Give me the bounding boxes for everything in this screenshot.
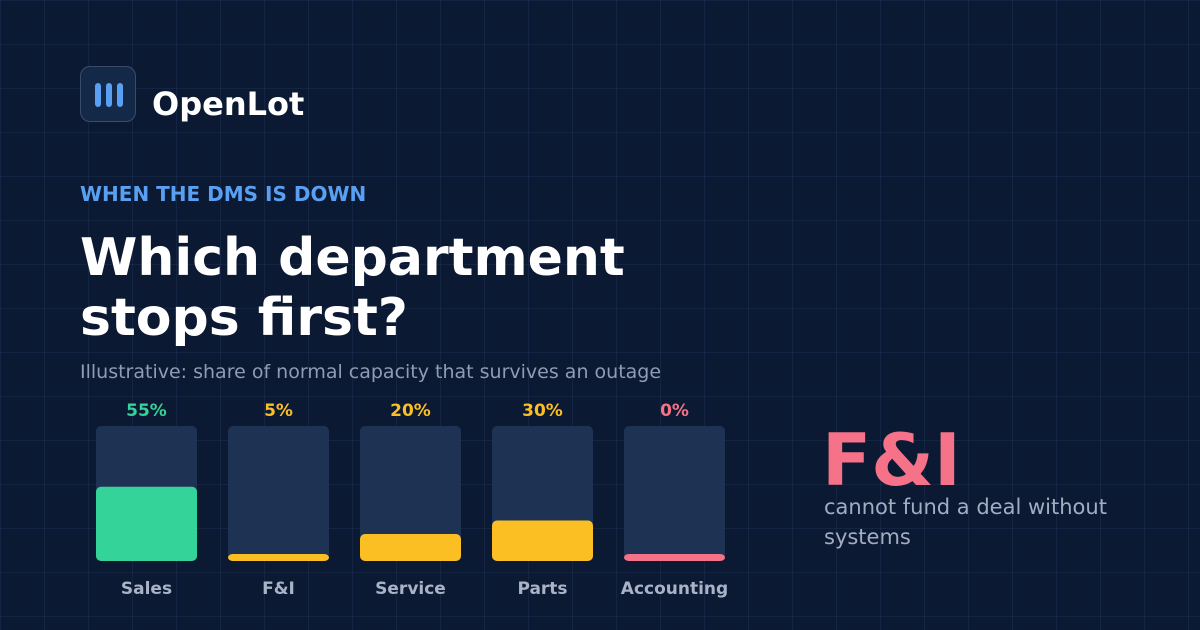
logo-bar bbox=[117, 83, 123, 107]
bar-sales bbox=[96, 486, 197, 561]
logo-icon bbox=[80, 66, 136, 122]
bar-f-i bbox=[228, 554, 329, 561]
logo-bar bbox=[106, 83, 112, 107]
bar-track-accounting bbox=[624, 426, 725, 561]
category-label-parts: Parts bbox=[517, 579, 567, 599]
chart-subtitle: Illustrative: share of normal capacity t… bbox=[80, 361, 662, 383]
value-label-accounting: 0% bbox=[660, 401, 689, 421]
bar-track-f-i bbox=[228, 426, 329, 561]
callout-title: F&I bbox=[822, 418, 961, 502]
bar-accounting bbox=[624, 554, 725, 561]
value-label-sales: 55% bbox=[126, 401, 167, 421]
brand-name: OpenLot bbox=[152, 85, 305, 123]
bar-service bbox=[360, 534, 461, 561]
bar-parts bbox=[492, 520, 593, 561]
logo-bar bbox=[95, 83, 101, 107]
category-label-sales: Sales bbox=[121, 579, 172, 599]
category-label-service: Service bbox=[375, 579, 446, 599]
callout-body: cannot fund a deal without systems bbox=[824, 495, 1107, 549]
eyebrow-text: WHEN THE DMS IS DOWN bbox=[80, 182, 367, 206]
page-title: Which department stops first? bbox=[80, 228, 625, 348]
capacity-bar-chart: 55% Sales 5% F&I 20% Service 30% Parts 0% Account… bbox=[96, 401, 728, 599]
value-label-service: 20% bbox=[390, 401, 431, 421]
value-label-f-i: 5% bbox=[264, 401, 293, 421]
bar-track-service bbox=[360, 426, 461, 561]
category-label-accounting: Accounting bbox=[621, 579, 728, 599]
value-label-parts: 30% bbox=[522, 401, 563, 421]
category-label-f-i: F&I bbox=[262, 579, 295, 599]
